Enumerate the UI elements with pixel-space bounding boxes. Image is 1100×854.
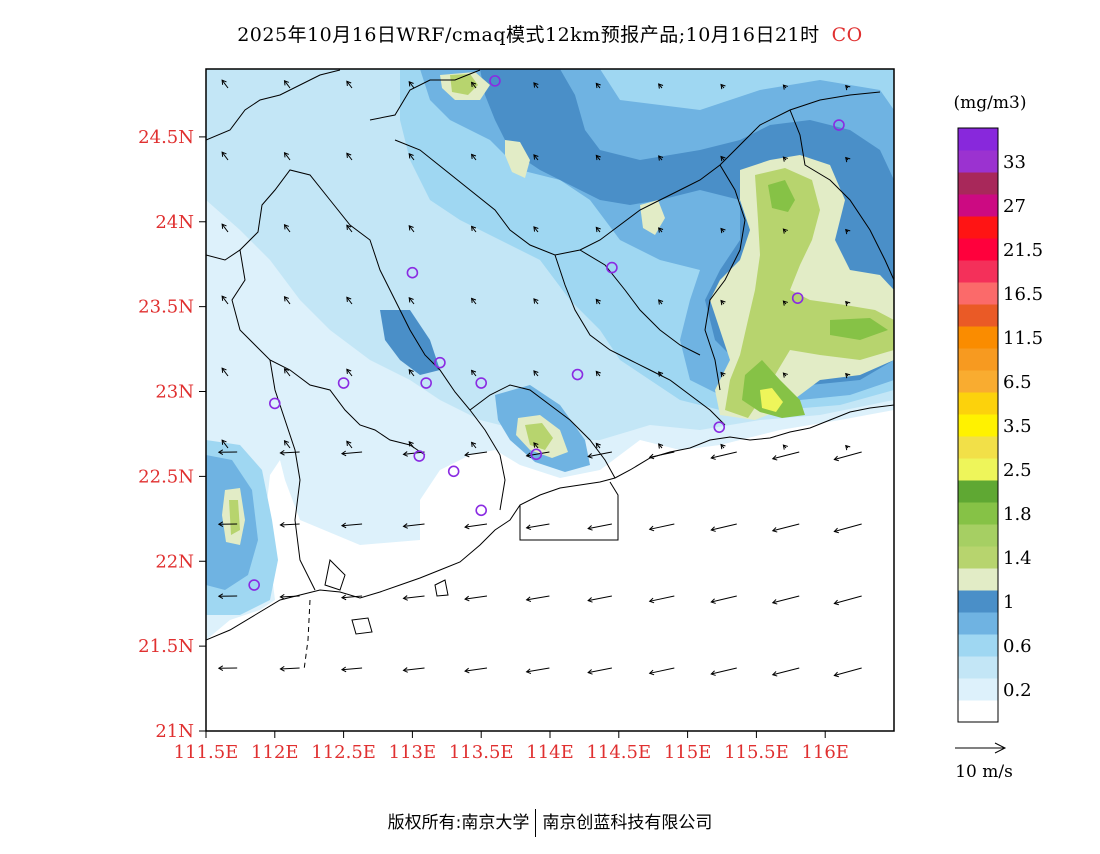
lon-label: 114.5E [586, 742, 651, 763]
lon-label: 112.5E [311, 742, 376, 763]
colorbar-swatch [958, 238, 998, 261]
colorbar-swatch [958, 656, 998, 679]
lon-label: 111.5E [174, 742, 239, 763]
lat-label: 21N [155, 721, 194, 742]
colorbar-swatch [958, 700, 998, 723]
colorbar-label: 11.5 [1003, 328, 1043, 349]
colorbar-swatch [958, 568, 998, 591]
colorbar-swatch [958, 150, 998, 173]
colorbar-label: 0.2 [1003, 680, 1032, 701]
colorbar-swatch [958, 678, 998, 701]
colorbar-swatch [958, 590, 998, 613]
lat-label: 23N [155, 382, 194, 403]
colorbar-swatch [958, 282, 998, 305]
lat-label: 22.5N [138, 466, 194, 487]
colorbar-swatch [958, 480, 998, 503]
colorbar: (mg/m3) 0.2 0.6 1 1.4 1.8 2.5 3.5 6.5 11.5 16.5 21… [954, 93, 1044, 723]
copyright-footer: 版权所有:南京大学南京创蓝科技有限公司 [0, 808, 1100, 837]
lon-label: 112E [251, 742, 299, 763]
lat-label: 24N [155, 212, 194, 233]
copyright-left: 版权所有:南京大学 [388, 813, 530, 833]
colorbar-swatch [958, 128, 998, 151]
colorbar-label: 21.5 [1003, 240, 1043, 261]
lat-label: 21.5N [138, 636, 194, 657]
lon-label: 115.5E [724, 742, 789, 763]
colorbar-label: 16.5 [1003, 284, 1043, 305]
colorbar-swatch [958, 216, 998, 239]
colorbar-swatch [958, 546, 998, 569]
colorbar-label: 1.4 [1003, 548, 1032, 569]
colorbar-label: 3.5 [1003, 416, 1032, 437]
reference-wind-label: 10 m/s [955, 762, 1013, 782]
lon-label: 115E [664, 742, 712, 763]
lon-label: 113.5E [449, 742, 514, 763]
colorbar-swatch [958, 458, 998, 481]
colorbar-label: 27 [1003, 196, 1026, 217]
colorbar-unit: (mg/m3) [954, 93, 1027, 113]
colorbar-swatch [958, 634, 998, 657]
colorbar-label: 2.5 [1003, 460, 1032, 481]
colorbar-swatch [958, 612, 998, 635]
colorbar-swatch [958, 260, 998, 283]
colorbar-swatch [958, 524, 998, 547]
colorbar-label: 6.5 [1003, 372, 1032, 393]
colorbar-swatch [958, 348, 998, 371]
lon-label: 114E [526, 742, 574, 763]
lon-label: 116E [801, 742, 849, 763]
reference-wind-arrow [955, 743, 1005, 753]
colorbar-swatch [958, 436, 998, 459]
colorbar-bins: 0.2 0.6 1 1.4 1.8 2.5 3.5 6.5 11.5 16.5 21.5 27 33 [958, 128, 1043, 723]
colorbar-label: 0.6 [1003, 636, 1032, 657]
lon-label: 113E [389, 742, 437, 763]
colorbar-swatch [958, 304, 998, 327]
colorbar-swatch [958, 194, 998, 217]
lat-label: 22N [155, 551, 194, 572]
co-concentration-field [206, 69, 894, 731]
colorbar-swatch [958, 370, 998, 393]
colorbar-swatch [958, 502, 998, 525]
colorbar-label: 1.8 [1003, 504, 1032, 525]
lat-label: 24.5N [138, 127, 194, 148]
colorbar-swatch [958, 414, 998, 437]
colorbar-swatch [958, 392, 998, 415]
colorbar-swatch [958, 326, 998, 349]
footer-separator [535, 809, 536, 837]
colorbar-swatch [958, 172, 998, 195]
colorbar-label: 1 [1003, 592, 1014, 613]
colorbar-label: 33 [1003, 152, 1026, 173]
copyright-right: 南京创蓝科技有限公司 [542, 813, 712, 833]
lat-label: 23.5N [138, 297, 194, 318]
